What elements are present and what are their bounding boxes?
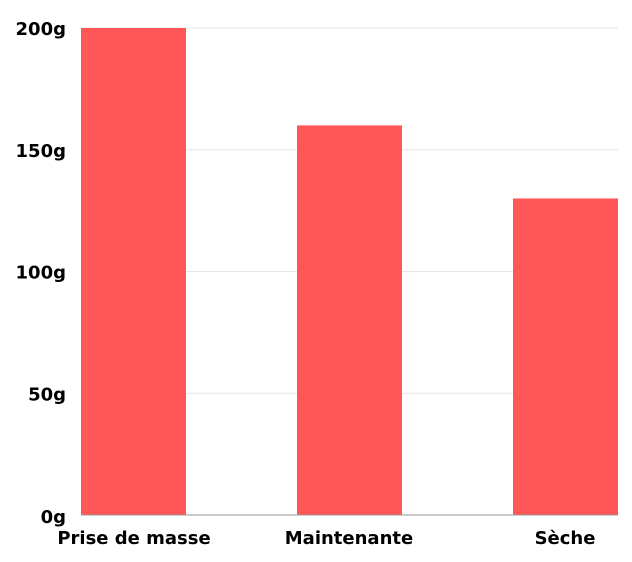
y-tick-label: 100g xyxy=(16,263,66,284)
bar-sèche xyxy=(513,198,618,515)
x-category-label: Maintenante xyxy=(285,528,413,549)
bar-prise-de-masse xyxy=(81,28,186,515)
x-category-label: Sèche xyxy=(535,528,596,549)
bars xyxy=(81,28,618,516)
y-tick-label: 200g xyxy=(16,19,66,40)
y-tick-label: 50g xyxy=(28,384,66,405)
x-category-label: Prise de masse xyxy=(57,528,210,549)
bar-maintenante xyxy=(297,125,402,516)
y-tick-label: 0g xyxy=(41,507,66,528)
y-axis-ticks: 0g 50g 100g 150g 200g xyxy=(16,19,66,528)
x-axis-category-labels: Prise de masse Maintenante Sèche xyxy=(57,528,595,549)
y-tick-label: 150g xyxy=(16,141,66,162)
